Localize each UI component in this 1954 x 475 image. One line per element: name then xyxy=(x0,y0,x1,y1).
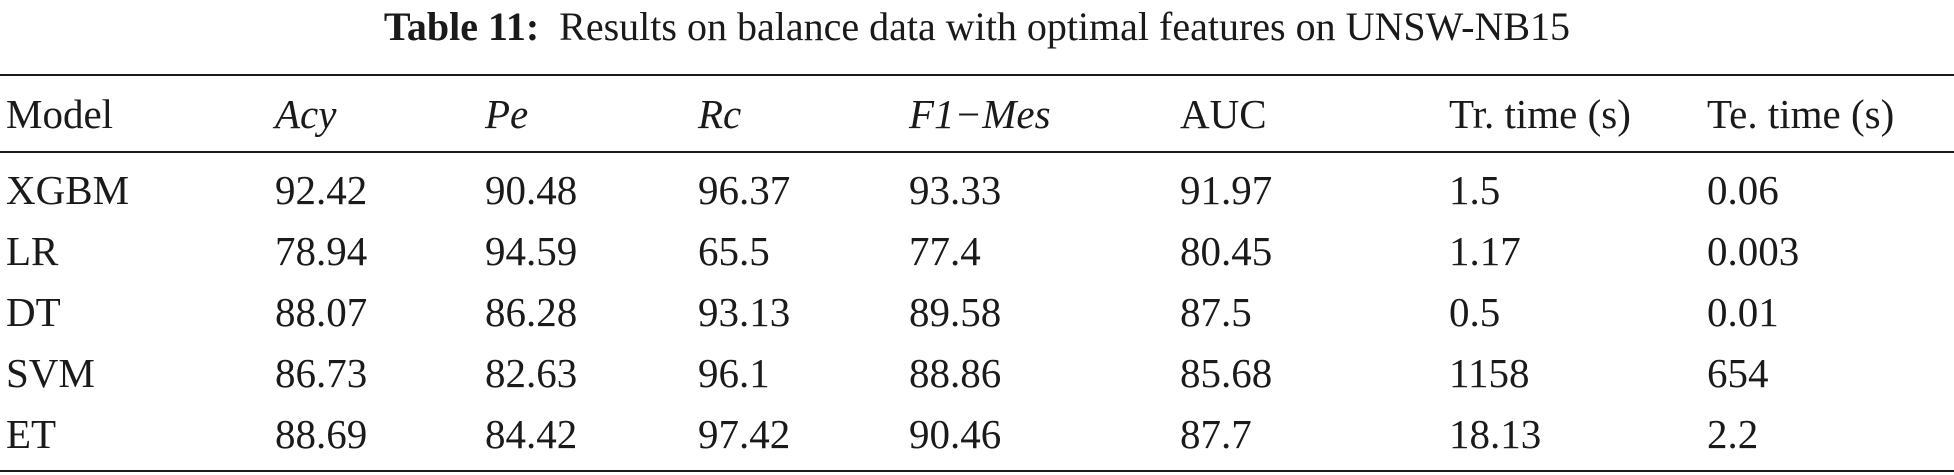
cell-model: ET xyxy=(6,411,57,457)
table-bottom-rule xyxy=(0,470,1954,472)
header-train-time: Tr. time (s) xyxy=(1449,91,1631,137)
cell-precision: 82.63 xyxy=(485,350,578,396)
header-f1-measure: F1−Mes xyxy=(909,91,1051,137)
cell-recall: 96.1 xyxy=(698,350,770,396)
cell-recall: 97.42 xyxy=(698,411,791,457)
table-row: ET 88.69 84.42 97.42 90.46 87.7 18.13 2.… xyxy=(0,404,1954,464)
cell-f1-measure: 93.33 xyxy=(909,167,1002,213)
cell-auc: 87.5 xyxy=(1180,289,1252,335)
table-caption-text: Results on balance data with optimal fea… xyxy=(559,4,1571,49)
table-row: SVM 86.73 82.63 96.1 88.86 85.68 1158 65… xyxy=(0,343,1954,403)
cell-test-time: 0.01 xyxy=(1707,289,1779,335)
cell-auc: 80.45 xyxy=(1180,228,1273,274)
cell-auc: 87.7 xyxy=(1180,411,1252,457)
cell-train-time: 18.13 xyxy=(1449,411,1542,457)
table-header-rule xyxy=(0,151,1954,153)
cell-precision: 90.48 xyxy=(485,167,578,213)
cell-accuracy: 88.07 xyxy=(275,289,368,335)
cell-precision: 84.42 xyxy=(485,411,578,457)
cell-test-time: 0.003 xyxy=(1707,228,1800,274)
cell-train-time: 1.17 xyxy=(1449,228,1521,274)
cell-test-time: 654 xyxy=(1707,350,1769,396)
header-recall: Rc xyxy=(698,91,742,137)
cell-model: LR xyxy=(6,228,59,274)
cell-f1-measure: 89.58 xyxy=(909,289,1002,335)
cell-accuracy: 88.69 xyxy=(275,411,368,457)
cell-recall: 65.5 xyxy=(698,228,770,274)
table-caption: Table 11: Results on balance data with o… xyxy=(0,2,1954,52)
cell-accuracy: 92.42 xyxy=(275,167,368,213)
cell-test-time: 0.06 xyxy=(1707,167,1779,213)
cell-train-time: 1158 xyxy=(1449,350,1530,396)
header-precision: Pe xyxy=(485,91,529,137)
cell-model: XGBM xyxy=(6,167,130,213)
cell-model: SVM xyxy=(6,350,95,396)
cell-auc: 91.97 xyxy=(1180,167,1273,213)
cell-recall: 96.37 xyxy=(698,167,791,213)
table-row: DT 88.07 86.28 93.13 89.58 87.5 0.5 0.01 xyxy=(0,282,1954,342)
cell-auc: 85.68 xyxy=(1180,350,1273,396)
cell-train-time: 1.5 xyxy=(1449,167,1501,213)
cell-f1-measure: 77.4 xyxy=(909,228,981,274)
cell-model: DT xyxy=(6,289,61,335)
header-auc: AUC xyxy=(1180,91,1267,137)
cell-precision: 94.59 xyxy=(485,228,578,274)
header-test-time: Te. time (s) xyxy=(1707,91,1895,137)
cell-test-time: 2.2 xyxy=(1707,411,1759,457)
header-accuracy: Acy xyxy=(275,91,337,137)
table-row: LR 78.94 94.59 65.5 77.4 80.45 1.17 0.00… xyxy=(0,221,1954,281)
table-caption-label: Table 11: xyxy=(383,4,540,49)
header-model: Model xyxy=(6,91,114,137)
cell-f1-measure: 90.46 xyxy=(909,411,1002,457)
cell-precision: 86.28 xyxy=(485,289,578,335)
cell-accuracy: 78.94 xyxy=(275,228,368,274)
cell-f1-measure: 88.86 xyxy=(909,350,1002,396)
table-top-rule xyxy=(0,74,1954,76)
cell-accuracy: 86.73 xyxy=(275,350,368,396)
cell-recall: 93.13 xyxy=(698,289,791,335)
cell-train-time: 0.5 xyxy=(1449,289,1501,335)
table-header-row: Model Acy Pe Rc F1−Mes AUC Tr. time (s) … xyxy=(0,84,1954,144)
table-row: XGBM 92.42 90.48 96.37 93.33 91.97 1.5 0… xyxy=(0,160,1954,220)
